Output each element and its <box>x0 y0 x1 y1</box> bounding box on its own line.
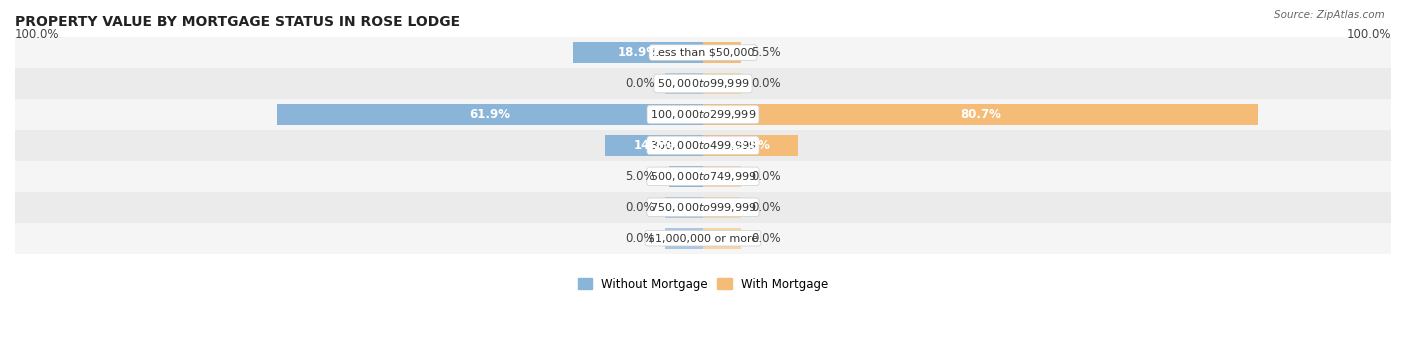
Text: 18.9%: 18.9% <box>617 46 658 59</box>
Bar <box>15 223 1391 254</box>
Bar <box>703 135 799 156</box>
Text: 5.5%: 5.5% <box>751 46 780 59</box>
Text: 13.8%: 13.8% <box>730 139 770 152</box>
Text: 0.0%: 0.0% <box>751 77 780 90</box>
Bar <box>703 166 741 187</box>
Bar <box>15 130 1391 161</box>
Bar <box>574 42 703 63</box>
Text: 14.2%: 14.2% <box>634 139 675 152</box>
Bar <box>277 104 703 125</box>
Text: 61.9%: 61.9% <box>470 108 510 121</box>
Text: 5.0%: 5.0% <box>626 170 655 183</box>
Text: 100.0%: 100.0% <box>15 28 59 41</box>
Bar <box>703 197 741 218</box>
Text: 0.0%: 0.0% <box>751 201 780 214</box>
Text: $300,000 to $499,999: $300,000 to $499,999 <box>650 139 756 152</box>
Bar <box>15 99 1391 130</box>
Text: Source: ZipAtlas.com: Source: ZipAtlas.com <box>1274 10 1385 20</box>
Bar <box>703 42 741 63</box>
Text: 0.0%: 0.0% <box>626 201 655 214</box>
Text: 0.0%: 0.0% <box>626 232 655 245</box>
Bar <box>665 73 703 94</box>
Text: 80.7%: 80.7% <box>960 108 1001 121</box>
Legend: Without Mortgage, With Mortgage: Without Mortgage, With Mortgage <box>574 273 832 295</box>
Text: PROPERTY VALUE BY MORTGAGE STATUS IN ROSE LODGE: PROPERTY VALUE BY MORTGAGE STATUS IN ROS… <box>15 15 460 29</box>
Bar <box>703 73 741 94</box>
Bar <box>606 135 703 156</box>
Bar <box>15 161 1391 192</box>
Bar <box>703 228 741 249</box>
Text: 0.0%: 0.0% <box>751 170 780 183</box>
Bar <box>665 197 703 218</box>
Text: $50,000 to $99,999: $50,000 to $99,999 <box>657 77 749 90</box>
Text: $750,000 to $999,999: $750,000 to $999,999 <box>650 201 756 214</box>
Text: $100,000 to $299,999: $100,000 to $299,999 <box>650 108 756 121</box>
Bar <box>665 228 703 249</box>
Bar <box>15 68 1391 99</box>
Bar <box>15 37 1391 68</box>
Text: Less than $50,000: Less than $50,000 <box>652 48 754 58</box>
Text: 100.0%: 100.0% <box>1347 28 1391 41</box>
Bar <box>15 192 1391 223</box>
Text: $1,000,000 or more: $1,000,000 or more <box>648 233 758 243</box>
Bar <box>703 104 1258 125</box>
Text: $500,000 to $749,999: $500,000 to $749,999 <box>650 170 756 183</box>
Bar <box>669 166 703 187</box>
Text: 0.0%: 0.0% <box>751 232 780 245</box>
Text: 0.0%: 0.0% <box>626 77 655 90</box>
